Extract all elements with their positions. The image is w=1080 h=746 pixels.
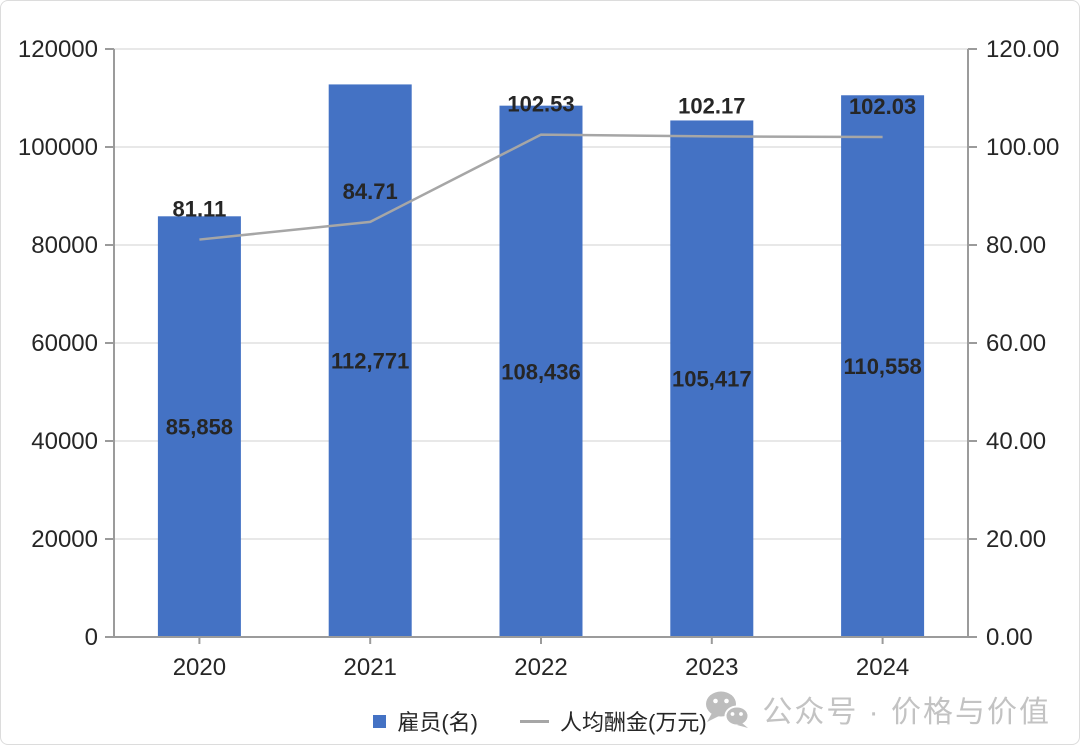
bar-2022	[499, 105, 583, 638]
right-axis-tick-label: 80.00	[986, 232, 1046, 259]
line-value-label: 102.53	[507, 92, 574, 117]
legend-label-employees: 雇员(名)	[397, 710, 478, 735]
line-series	[199, 133, 883, 241]
bar-value-label: 110,558	[843, 354, 921, 379]
bar-value-label: 85,858	[166, 415, 233, 440]
legend-item-employees: 雇员(名)	[373, 705, 478, 737]
left-axis-tick-label: 40000	[31, 428, 98, 455]
watermark-text: 公众号 · 价格与价值	[762, 696, 1051, 729]
line-series-swatch	[520, 719, 549, 723]
chart-legend: 雇员(名) 人均酬金(万元)	[1, 705, 1079, 737]
bar-value-label: 108,436	[501, 359, 581, 384]
legend-label-compensation: 人均酬金(万元)	[560, 710, 707, 735]
bar-2024	[841, 95, 925, 637]
watermark: 公众号 · 价格与价值	[705, 687, 1051, 731]
bar-2021	[328, 84, 412, 637]
line-value-label: 81.11	[172, 197, 226, 222]
x-axis-category-label: 2024	[856, 654, 909, 681]
line-value-label: 102.03	[849, 94, 916, 119]
right-axis-tick-label: 0.00	[986, 624, 1033, 651]
legend-item-compensation: 人均酬金(万元)	[520, 705, 707, 737]
left-axis-tick-label: 120000	[18, 36, 98, 63]
wechat-icon	[705, 690, 750, 728]
x-axis-category-label: 2021	[344, 654, 397, 681]
right-axis-tick-label: 20.00	[986, 526, 1046, 553]
line-value-label: 102.17	[678, 93, 745, 118]
left-axis-tick-label: 0	[85, 624, 98, 651]
bar-2020	[157, 216, 241, 637]
x-axis-category-label: 2023	[685, 654, 738, 681]
left-axis-tick-label: 20000	[31, 526, 98, 553]
line-value-label: 84.71	[343, 179, 398, 204]
bar-value-label: 105,417	[672, 367, 752, 392]
x-axis-category-label: 2022	[514, 654, 567, 681]
left-axis-tick-label: 80000	[31, 232, 98, 259]
right-axis-tick-label: 120.00	[986, 36, 1059, 63]
x-axis-category-label: 2020	[173, 654, 226, 681]
bar-2023	[670, 120, 754, 637]
right-axis-tick-label: 40.00	[986, 428, 1046, 455]
left-axis-tick-label: 100000	[18, 134, 98, 161]
left-axis-tick-label: 60000	[31, 330, 98, 357]
bar-series-swatch	[373, 714, 387, 728]
bar-value-label: 112,771	[331, 349, 409, 374]
right-axis-tick-label: 60.00	[986, 330, 1046, 357]
right-axis-tick-label: 100.00	[986, 134, 1059, 161]
